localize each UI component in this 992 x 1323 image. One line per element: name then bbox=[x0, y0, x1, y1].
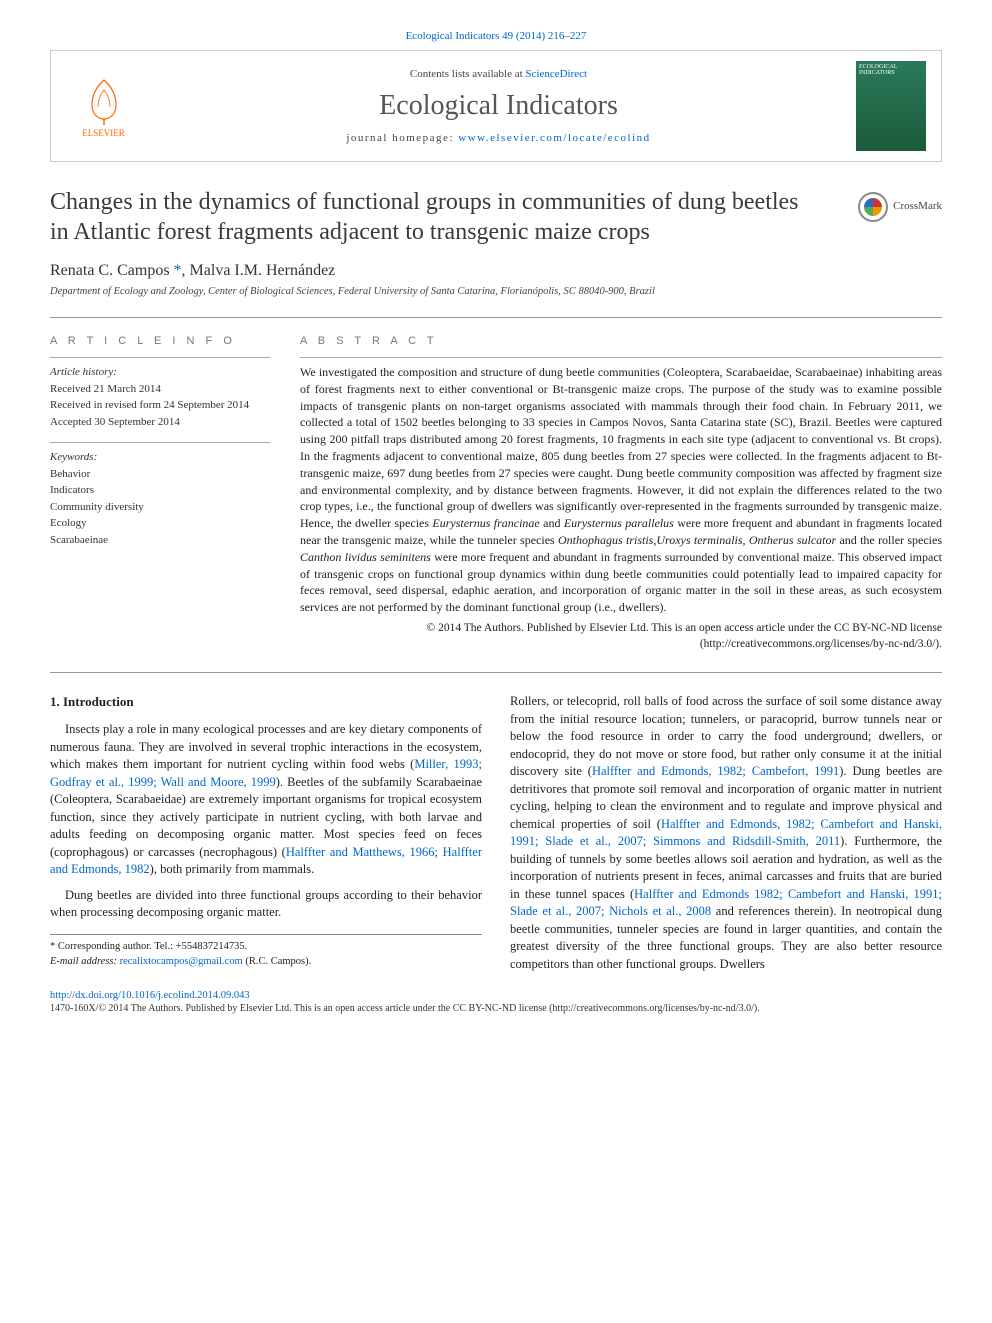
horizontal-rule bbox=[50, 317, 942, 318]
abstract-heading: A B S T R A C T bbox=[300, 335, 942, 347]
article-info-column: A R T I C L E I N F O Article history: R… bbox=[50, 323, 270, 652]
body-two-column: 1. Introduction Insects play a role in m… bbox=[50, 693, 942, 975]
abstract-text: We investigated the composition and stru… bbox=[300, 357, 942, 652]
abstract-copyright: © 2014 The Authors. Published by Elsevie… bbox=[300, 620, 942, 652]
article-title: Changes in the dynamics of functional gr… bbox=[50, 187, 942, 247]
contents-available-line: Contents lists available at ScienceDirec… bbox=[141, 68, 856, 80]
publisher-name: ELSEVIER bbox=[82, 128, 125, 138]
section-1-heading: 1. Introduction bbox=[50, 693, 482, 711]
intro-para-1: Insects play a role in many ecological p… bbox=[50, 721, 482, 879]
keywords-block: Keywords: Behavior Indicators Community … bbox=[50, 442, 270, 548]
authors: Renata C. Campos *, Malva I.M. Hernández bbox=[50, 262, 942, 280]
crossmark-badge[interactable]: CrossMark bbox=[858, 192, 942, 222]
email-link[interactable]: recalixtocampos@gmail.com bbox=[120, 956, 243, 967]
sciencedirect-link[interactable]: ScienceDirect bbox=[525, 68, 587, 80]
journal-name: Ecological Indicators bbox=[141, 90, 856, 122]
abstract-column: A B S T R A C T We investigated the comp… bbox=[300, 323, 942, 652]
doi-link[interactable]: http://dx.doi.org/10.1016/j.ecolind.2014… bbox=[50, 990, 942, 1001]
bottom-copyright: 1470-160X/© 2014 The Authors. Published … bbox=[50, 1003, 942, 1014]
article-history-block: Article history: Received 21 March 2014 … bbox=[50, 357, 270, 430]
horizontal-rule-2 bbox=[50, 672, 942, 673]
elsevier-logo: ELSEVIER bbox=[66, 64, 141, 149]
intro-para-3: Rollers, or telecoprid, roll balls of fo… bbox=[510, 693, 942, 973]
info-abstract-row: A R T I C L E I N F O Article history: R… bbox=[50, 323, 942, 652]
homepage-line: journal homepage: www.elsevier.com/locat… bbox=[141, 132, 856, 144]
crossmark-icon bbox=[858, 192, 888, 222]
affiliation: Department of Ecology and Zoology, Cente… bbox=[50, 286, 942, 297]
intro-para-2: Dung beetles are divided into three func… bbox=[50, 887, 482, 922]
elsevier-tree-icon bbox=[84, 75, 124, 125]
homepage-link[interactable]: www.elsevier.com/locate/ecolind bbox=[458, 132, 650, 144]
article-info-heading: A R T I C L E I N F O bbox=[50, 335, 270, 347]
journal-cover-thumbnail: ECOLOGICAL INDICATORS bbox=[856, 61, 926, 151]
header-center: Contents lists available at ScienceDirec… bbox=[141, 68, 856, 144]
journal-header: ELSEVIER Contents lists available at Sci… bbox=[50, 50, 942, 162]
corresponding-author-footnote: * Corresponding author. Tel.: +554837214… bbox=[50, 934, 482, 969]
citation[interactable]: Halffter and Edmonds, 1982; Cambefort, 1… bbox=[592, 764, 839, 778]
journal-reference: Ecological Indicators 49 (2014) 216–227 bbox=[50, 30, 942, 42]
